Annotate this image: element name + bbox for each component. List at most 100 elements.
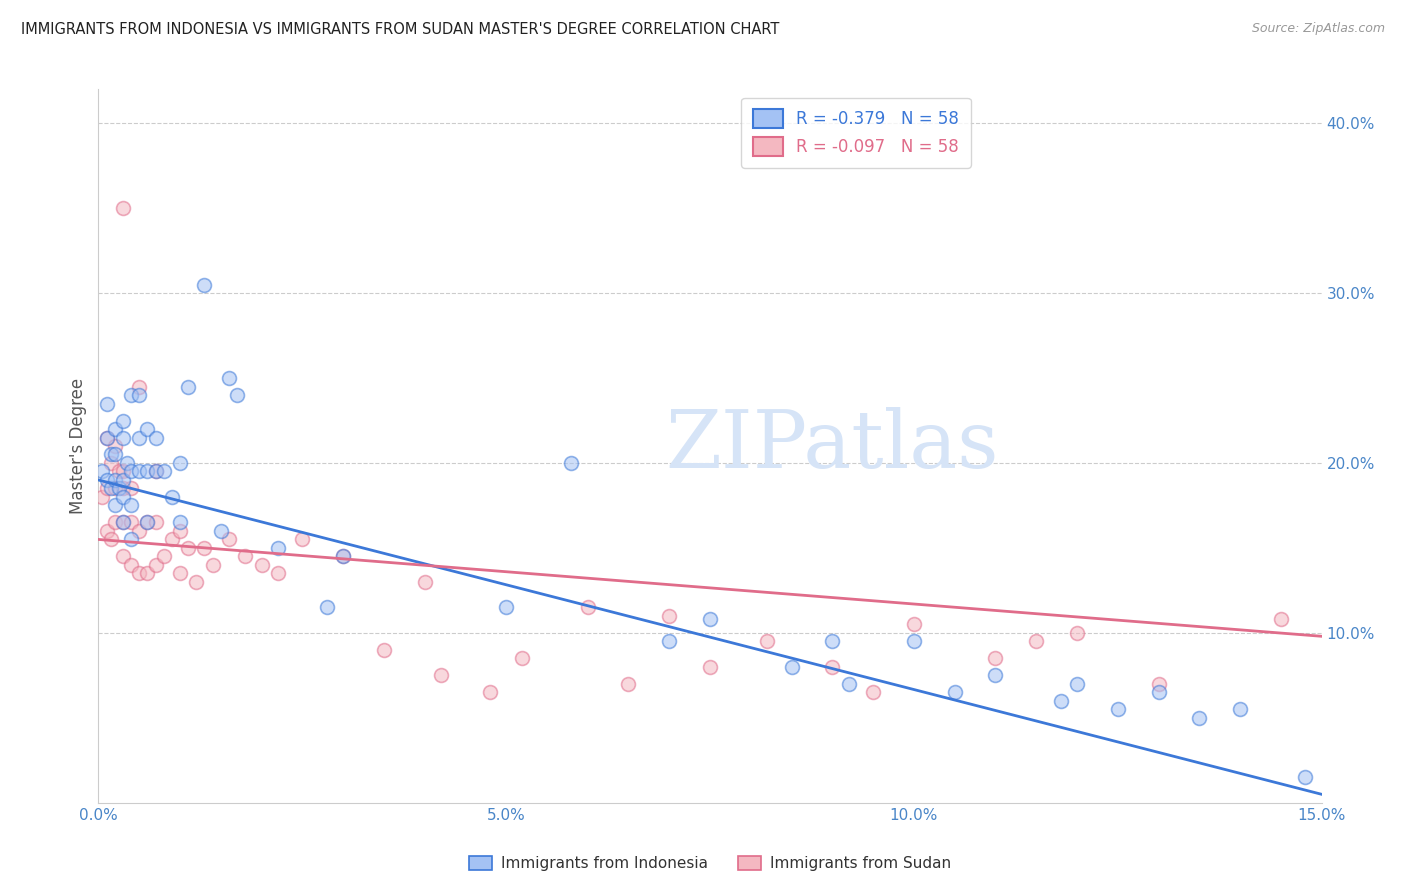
Point <box>495 600 517 615</box>
Point <box>413 574 436 589</box>
Legend: Immigrants from Indonesia, Immigrants from Sudan: Immigrants from Indonesia, Immigrants fr… <box>463 849 957 877</box>
Point <box>96 430 118 444</box>
Point <box>821 634 844 648</box>
Point <box>838 677 860 691</box>
Point <box>821 660 844 674</box>
Point <box>120 388 142 402</box>
Point <box>756 634 779 648</box>
Point <box>96 430 118 444</box>
Point <box>658 634 681 648</box>
Point <box>96 482 118 496</box>
Point <box>145 516 167 530</box>
Point <box>903 634 925 648</box>
Point <box>100 533 122 547</box>
Point <box>104 422 127 436</box>
Point <box>128 524 150 538</box>
Point <box>111 473 134 487</box>
Point <box>943 685 966 699</box>
Point <box>100 456 122 470</box>
Text: ZIPatlas: ZIPatlas <box>665 407 1000 485</box>
Point <box>1188 711 1211 725</box>
Point <box>478 685 501 699</box>
Point <box>177 541 200 555</box>
Point <box>108 482 131 496</box>
Point <box>332 549 354 564</box>
Point <box>100 448 122 462</box>
Point <box>128 379 150 393</box>
Point <box>128 465 150 479</box>
Point <box>862 685 884 699</box>
Point <box>218 533 240 547</box>
Point <box>160 490 183 504</box>
Point <box>1107 702 1129 716</box>
Point <box>120 465 142 479</box>
Point <box>136 422 159 436</box>
Point <box>233 549 256 564</box>
Point <box>177 379 200 393</box>
Point <box>111 516 134 530</box>
Point <box>1147 677 1170 691</box>
Point <box>1025 634 1047 648</box>
Point <box>96 524 118 538</box>
Point <box>120 499 142 513</box>
Point <box>111 201 134 215</box>
Point <box>512 651 534 665</box>
Point <box>430 668 453 682</box>
Point <box>1049 694 1071 708</box>
Point <box>315 600 337 615</box>
Point <box>108 465 131 479</box>
Point <box>136 516 159 530</box>
Point <box>145 430 167 444</box>
Point <box>136 566 159 581</box>
Point <box>128 388 150 402</box>
Point <box>145 558 167 572</box>
Point <box>104 439 127 453</box>
Point <box>169 516 191 530</box>
Point <box>111 482 134 496</box>
Point <box>169 524 191 538</box>
Point <box>136 516 159 530</box>
Point <box>104 473 127 487</box>
Point <box>111 413 134 427</box>
Point <box>267 566 290 581</box>
Point <box>104 448 127 462</box>
Y-axis label: Master's Degree: Master's Degree <box>69 378 87 514</box>
Point <box>699 660 721 674</box>
Point <box>218 371 240 385</box>
Point <box>373 643 395 657</box>
Point <box>576 600 599 615</box>
Point <box>209 524 232 538</box>
Point <box>160 533 183 547</box>
Point <box>104 516 127 530</box>
Point <box>91 465 114 479</box>
Point <box>1229 702 1251 716</box>
Point <box>120 482 142 496</box>
Point <box>145 465 167 479</box>
Point <box>111 490 134 504</box>
Point <box>100 482 122 496</box>
Point <box>152 465 174 479</box>
Point <box>152 549 174 564</box>
Point <box>201 558 224 572</box>
Point <box>291 533 314 547</box>
Text: IMMIGRANTS FROM INDONESIA VS IMMIGRANTS FROM SUDAN MASTER'S DEGREE CORRELATION C: IMMIGRANTS FROM INDONESIA VS IMMIGRANTS … <box>21 22 779 37</box>
Point <box>1066 677 1088 691</box>
Point <box>332 549 354 564</box>
Point <box>250 558 273 572</box>
Point <box>111 549 134 564</box>
Point <box>780 660 803 674</box>
Point <box>145 465 167 479</box>
Point <box>111 516 134 530</box>
Point <box>226 388 249 402</box>
Point <box>1147 685 1170 699</box>
Point <box>267 541 290 555</box>
Point <box>136 465 159 479</box>
Point <box>111 430 134 444</box>
Point <box>120 516 142 530</box>
Point <box>96 396 118 410</box>
Point <box>91 490 114 504</box>
Point <box>903 617 925 632</box>
Point <box>111 465 134 479</box>
Point <box>104 482 127 496</box>
Point <box>120 533 142 547</box>
